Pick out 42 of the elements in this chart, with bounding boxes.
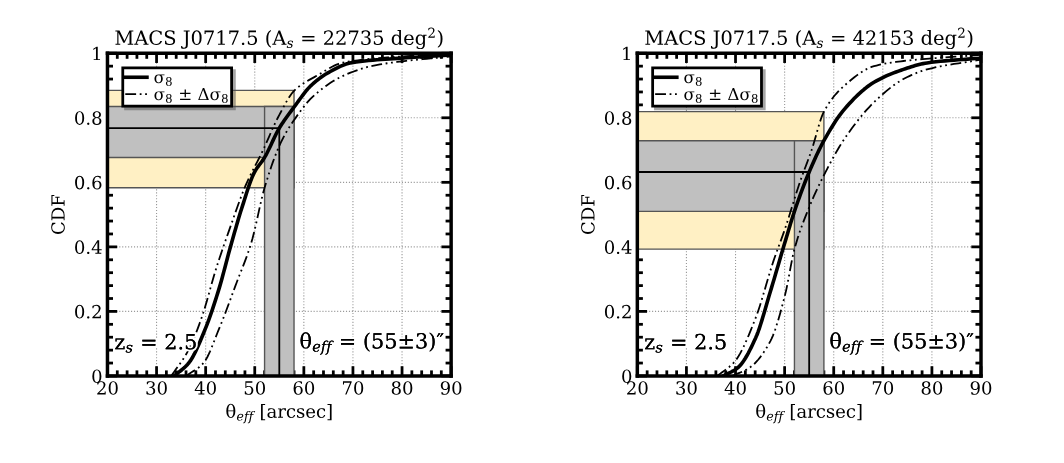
x-axis-title: θ$_{eff}$ [arcsec] bbox=[756, 403, 862, 424]
x-tick-label: 60 bbox=[823, 381, 845, 395]
annotation: θ$_{eff}$ = (55±3)″ bbox=[300, 332, 444, 355]
y-tick-label: 0 bbox=[92, 369, 102, 384]
x-tick-label: 30 bbox=[676, 381, 697, 395]
x-tick-label: 50 bbox=[244, 381, 266, 395]
y-tick-label: 0.8 bbox=[604, 111, 632, 125]
x-tick-label: 70 bbox=[872, 381, 894, 395]
legend-label: σ$_{8}$ ± Δσ$_{8}$ bbox=[684, 87, 758, 103]
y-tick-label: 0.6 bbox=[75, 175, 102, 190]
y-tick-label: 0.8 bbox=[75, 111, 102, 125]
x-tick-label: 40 bbox=[724, 381, 746, 395]
y-tick-label: 1 bbox=[623, 46, 630, 61]
y-tick-label: 0.4 bbox=[604, 240, 632, 254]
annotation: z$_{s}$ = 2.5 bbox=[115, 333, 196, 353]
x-tick-label: 60 bbox=[293, 381, 315, 395]
y-tick-label: 0 bbox=[622, 369, 632, 384]
y-axis-title: CDF bbox=[581, 194, 595, 234]
legend-label: σ$_{8}$ bbox=[684, 74, 702, 86]
annotation: θ$_{eff}$ = (55±3)″ bbox=[830, 332, 974, 355]
x-tick-label: 70 bbox=[342, 381, 364, 395]
y-axis-title: CDF bbox=[51, 194, 65, 234]
legend-label: σ$_{8}$ ± Δσ$_{8}$ bbox=[154, 87, 228, 103]
x-tick-label: 40 bbox=[194, 381, 216, 395]
x-tick-label: 90 bbox=[440, 381, 462, 395]
chart-title: MACS J0717.5 (A$_{s}$ = 42153 deg$^{2}$) bbox=[645, 27, 973, 50]
x-tick-label: 20 bbox=[97, 381, 118, 395]
legend-label: σ$_{8}$ bbox=[154, 74, 172, 86]
y-tick-label: 0.2 bbox=[604, 304, 631, 319]
chart-title: MACS J0717.5 (A$_{s}$ = 22735 deg$^{2}$) bbox=[115, 27, 443, 50]
y-tick-label: 1 bbox=[93, 46, 101, 61]
y-tick-label: 0.2 bbox=[75, 304, 101, 319]
annotation: z$_{s}$ = 2.5 bbox=[645, 333, 726, 353]
x-tick-label: 30 bbox=[146, 381, 167, 395]
x-tick-label: 20 bbox=[627, 381, 648, 395]
y-tick-label: 0.6 bbox=[604, 175, 632, 190]
x-tick-label: 80 bbox=[391, 381, 413, 395]
y-tick-label: 0.4 bbox=[75, 240, 102, 254]
x-tick-label: 80 bbox=[921, 381, 943, 395]
x-tick-label: 90 bbox=[970, 381, 992, 395]
x-tick-label: 50 bbox=[774, 381, 795, 395]
x-axis-title: θ$_{eff}$ [arcsec] bbox=[226, 403, 332, 424]
